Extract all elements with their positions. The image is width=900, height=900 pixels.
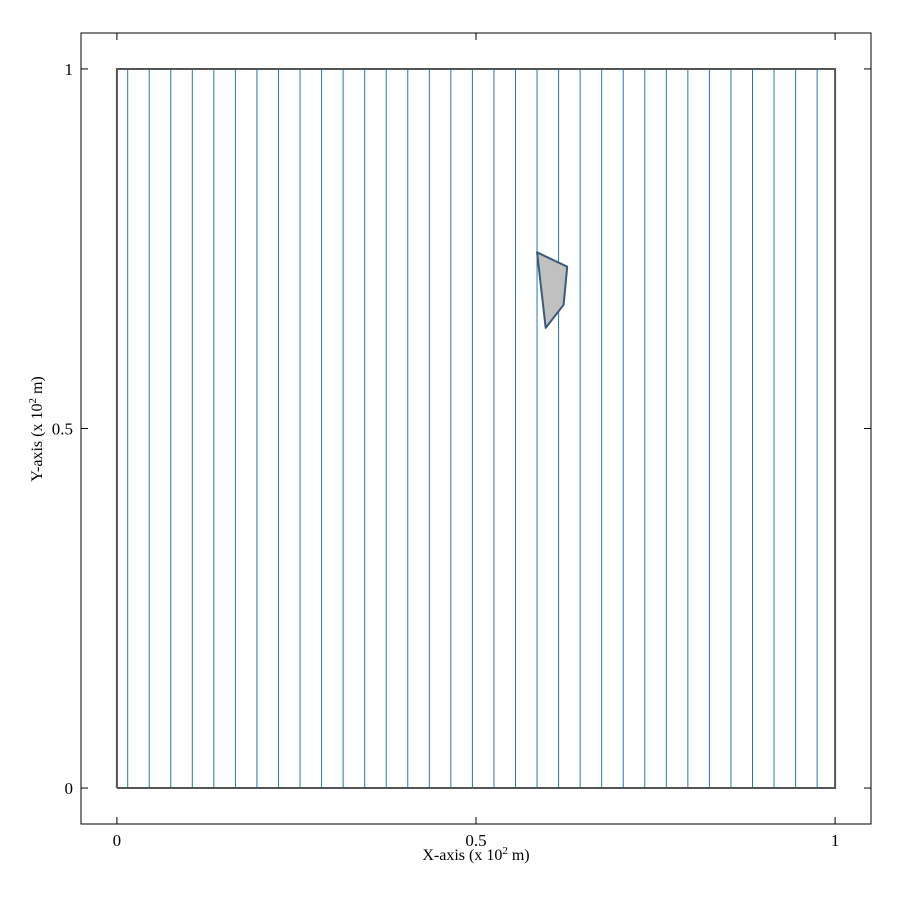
domain-boundary-layer <box>115 67 837 790</box>
obstacle-polygon <box>536 251 569 329</box>
y-axis-title: Y-axis (x 102 m) <box>27 376 46 482</box>
y-tick-label-0: 0 <box>65 779 74 798</box>
x-tick-label-2: 1 <box>831 831 840 850</box>
x-axis-title: X-axis (x 102 m) <box>422 845 529 864</box>
x-tick-label-0: 0 <box>113 831 122 850</box>
ticks-layer: 0 0.5 1 0 0.5 1 <box>52 33 871 850</box>
y-tick-label-2: 1 <box>65 60 74 79</box>
obstacle-layer <box>536 251 569 329</box>
domain-boundary <box>115 67 837 790</box>
x-tick-label-1: 0.5 <box>465 831 486 850</box>
vertical-lines-series <box>127 68 818 789</box>
y-tick-label-1: 0.5 <box>52 420 73 439</box>
